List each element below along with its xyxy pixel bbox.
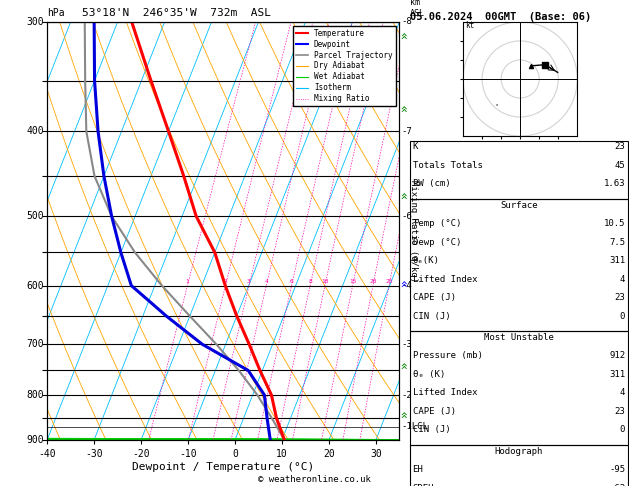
Text: Surface: Surface	[500, 201, 538, 210]
Text: Pressure (mb): Pressure (mb)	[413, 351, 482, 361]
Text: 53°18'N  246°35'W  732m  ASL: 53°18'N 246°35'W 732m ASL	[82, 8, 271, 17]
Text: 7.5: 7.5	[609, 238, 625, 247]
Text: 0: 0	[620, 312, 625, 321]
X-axis label: Dewpoint / Temperature (°C): Dewpoint / Temperature (°C)	[132, 462, 314, 471]
Text: 25: 25	[386, 278, 392, 284]
Text: 1: 1	[186, 278, 189, 284]
Text: »: »	[398, 278, 410, 286]
Text: Lifted Index: Lifted Index	[413, 388, 477, 398]
Text: 20: 20	[369, 278, 377, 284]
Text: kt: kt	[465, 20, 474, 30]
Text: CAPE (J): CAPE (J)	[413, 407, 455, 416]
Text: km
ASL: km ASL	[410, 0, 425, 17]
Legend: Temperature, Dewpoint, Parcel Trajectory, Dry Adiabat, Wet Adiabat, Isotherm, Mi: Temperature, Dewpoint, Parcel Trajectory…	[293, 26, 396, 106]
Text: -2: -2	[401, 391, 412, 399]
Text: Most Unstable: Most Unstable	[484, 333, 554, 342]
Text: 10.5: 10.5	[604, 219, 625, 228]
Text: •: •	[495, 103, 499, 108]
Text: »: »	[398, 191, 410, 198]
Text: 05.06.2024  00GMT  (Base: 06): 05.06.2024 00GMT (Base: 06)	[410, 12, 591, 22]
Text: -95: -95	[609, 465, 625, 474]
Text: PW (cm): PW (cm)	[413, 179, 450, 189]
Text: 23: 23	[615, 142, 625, 152]
Text: Totals Totals: Totals Totals	[413, 161, 482, 170]
Text: 15: 15	[349, 278, 357, 284]
Text: 8: 8	[308, 278, 312, 284]
Text: -8: -8	[401, 17, 412, 26]
Text: »: »	[398, 409, 410, 417]
Text: -7: -7	[401, 127, 412, 136]
Text: θₑ (K): θₑ (K)	[413, 370, 445, 379]
Text: 0: 0	[620, 425, 625, 434]
Text: 4: 4	[264, 278, 268, 284]
Text: 4: 4	[620, 388, 625, 398]
Text: θₑ(K): θₑ(K)	[413, 256, 440, 265]
Text: 800: 800	[26, 390, 43, 400]
Text: -4: -4	[401, 281, 412, 290]
Text: 23: 23	[615, 407, 625, 416]
Text: © weatheronline.co.uk: © weatheronline.co.uk	[258, 474, 371, 484]
Text: -3: -3	[401, 340, 412, 349]
Text: SREH: SREH	[413, 484, 434, 486]
Text: 700: 700	[26, 339, 43, 349]
Text: 3: 3	[247, 278, 251, 284]
Text: CAPE (J): CAPE (J)	[413, 293, 455, 302]
Text: 4: 4	[620, 275, 625, 284]
Text: EH: EH	[413, 465, 423, 474]
Text: »: »	[398, 30, 410, 38]
Text: »: »	[398, 103, 410, 111]
Text: 912: 912	[609, 351, 625, 361]
Text: -1LCL: -1LCL	[401, 422, 428, 432]
Text: 6: 6	[290, 278, 294, 284]
Text: 300: 300	[26, 17, 43, 27]
Text: 311: 311	[609, 370, 625, 379]
Text: 900: 900	[26, 435, 43, 445]
Text: 23: 23	[615, 293, 625, 302]
Text: Mixing Ratio (g/kg): Mixing Ratio (g/kg)	[409, 180, 418, 282]
Text: CIN (J): CIN (J)	[413, 312, 450, 321]
Text: K: K	[413, 142, 418, 152]
Text: -6: -6	[401, 212, 412, 221]
Text: 2: 2	[223, 278, 227, 284]
Text: 311: 311	[609, 256, 625, 265]
Text: 600: 600	[26, 280, 43, 291]
Text: CIN (J): CIN (J)	[413, 425, 450, 434]
Text: 400: 400	[26, 126, 43, 136]
Text: 500: 500	[26, 211, 43, 221]
Text: »: »	[398, 361, 410, 368]
Text: 45: 45	[615, 161, 625, 170]
Text: hPa: hPa	[47, 8, 65, 17]
Text: 1.63: 1.63	[604, 179, 625, 189]
Text: Lifted Index: Lifted Index	[413, 275, 477, 284]
Text: Hodograph: Hodograph	[495, 447, 543, 456]
Text: 10: 10	[321, 278, 329, 284]
Text: Temp (°C): Temp (°C)	[413, 219, 461, 228]
Text: Dewp (°C): Dewp (°C)	[413, 238, 461, 247]
Text: -62: -62	[609, 484, 625, 486]
